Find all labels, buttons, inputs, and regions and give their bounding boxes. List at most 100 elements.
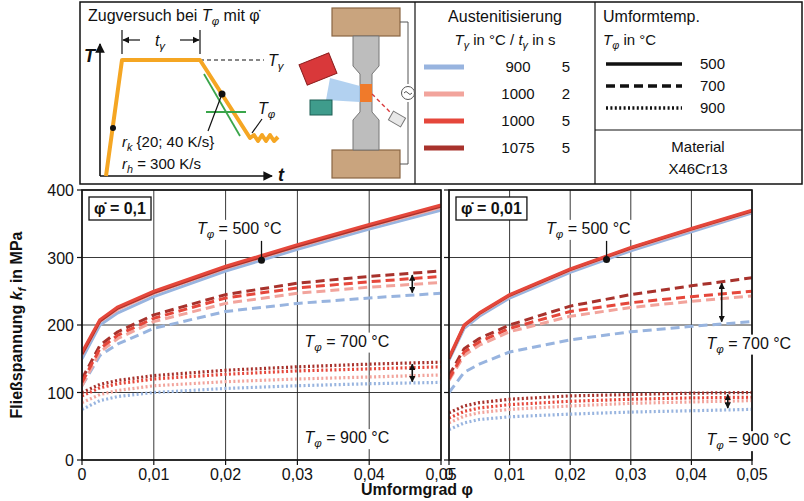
text-part: Austenitisierung bbox=[448, 8, 562, 25]
legend-label: 1000 bbox=[501, 85, 534, 102]
text-part: φ bbox=[268, 108, 276, 120]
axis bbox=[99, 44, 101, 176]
x-tick-label: 0,01 bbox=[494, 466, 525, 483]
x-tick-label: 0,02 bbox=[555, 466, 586, 483]
chart-title: φ̇ = 0,1 bbox=[94, 200, 146, 217]
x-tick-label: 0,04 bbox=[676, 466, 707, 483]
text-part: Umformtemp. bbox=[603, 8, 700, 25]
plot-frame bbox=[82, 190, 441, 460]
text-part: 5 bbox=[562, 58, 570, 75]
legend-label: 5 bbox=[562, 112, 570, 129]
lines bbox=[82, 205, 441, 410]
series-line bbox=[449, 291, 752, 379]
legend-label: 5 bbox=[562, 139, 570, 156]
text-part: 0,02 bbox=[555, 466, 586, 483]
text-part: X46Cr13 bbox=[668, 160, 727, 177]
text-part: 1000 bbox=[501, 112, 534, 129]
series-line bbox=[82, 362, 441, 392]
text-part: in MPa bbox=[8, 231, 25, 287]
heating-rate-label: rh = 300 K/s bbox=[122, 155, 201, 175]
legend-swatch bbox=[606, 84, 682, 88]
series-line bbox=[82, 282, 441, 385]
annotation: Tφ = 900 °C bbox=[707, 431, 792, 451]
bracket bbox=[199, 30, 200, 54]
series-line bbox=[82, 382, 441, 409]
x-tick-label: 0,02 bbox=[210, 466, 241, 483]
leader bbox=[252, 119, 262, 133]
text-part: = 500 °C bbox=[563, 220, 630, 237]
figure: Zugversuch bei Tφ mit φ̇TttγTγTφrk {20; … bbox=[0, 0, 804, 501]
text-part: mit φ̇ bbox=[219, 7, 261, 24]
plot-frame bbox=[449, 190, 752, 460]
text-part: 0,01 bbox=[138, 466, 169, 483]
text-part: = 900 °C bbox=[322, 429, 389, 446]
series-line bbox=[449, 296, 752, 380]
text-part: γ bbox=[159, 40, 166, 52]
text-part: 5 bbox=[562, 139, 570, 156]
form-temp-label: Tφ bbox=[258, 100, 276, 120]
text-part: in °C bbox=[619, 31, 656, 48]
legend-subtitle: Tφ in °C bbox=[603, 31, 656, 51]
header: Zugversuch bei Tφ mit φ̇TttγTγTφrk {20; … bbox=[80, 2, 802, 185]
power-symbol bbox=[404, 92, 412, 95]
text-part: Material bbox=[671, 138, 724, 155]
text-part: 0,01 bbox=[494, 466, 525, 483]
detector bbox=[388, 111, 405, 127]
text-part: Fließspannung bbox=[8, 300, 25, 418]
label-patch bbox=[544, 220, 633, 240]
tangent bbox=[204, 74, 240, 136]
x-axis-title: Umformgrad φ bbox=[361, 481, 473, 498]
power-source bbox=[402, 87, 415, 100]
legend-label: 900 bbox=[505, 58, 530, 75]
legend-label: 5 bbox=[562, 58, 570, 75]
plot: 00,010,020,030,040,05φ̇ = 0,01Tφ = 500 °… bbox=[444, 190, 793, 483]
text-part: t bbox=[278, 165, 285, 185]
title-box bbox=[456, 197, 527, 220]
grid-line bbox=[82, 325, 441, 326]
label-patch bbox=[705, 431, 794, 451]
label-patch bbox=[195, 220, 284, 240]
text-part: 0 bbox=[78, 466, 87, 483]
label-patch bbox=[303, 333, 392, 353]
legend-swatch bbox=[606, 106, 682, 110]
y-axis-title: Fließspannung kf in MPa bbox=[8, 231, 28, 418]
level-line bbox=[200, 59, 264, 60]
y-tick-label: 400 bbox=[47, 182, 74, 199]
legend-label: 2 bbox=[562, 85, 570, 102]
grip bbox=[332, 150, 400, 178]
text-part: 5 bbox=[562, 112, 570, 129]
legend-label: 700 bbox=[700, 77, 725, 94]
legend-subtitle: Tγ in °C / tγ in s bbox=[454, 31, 555, 51]
legend-label: 500 bbox=[700, 55, 725, 72]
lines bbox=[449, 210, 752, 429]
legend-label: 1075 bbox=[501, 139, 534, 156]
x-tick-label: 0,05 bbox=[736, 466, 767, 483]
x-tick-label: 0,03 bbox=[615, 466, 646, 483]
text-part: = 700 °C bbox=[724, 335, 791, 352]
series-line bbox=[82, 367, 441, 396]
series-line bbox=[82, 205, 441, 352]
series-line bbox=[449, 393, 752, 413]
material-title: Material bbox=[671, 138, 724, 155]
material-value: X46Cr13 bbox=[668, 160, 727, 177]
x-tick-label: 0,01 bbox=[138, 466, 169, 483]
tangent bbox=[206, 111, 246, 113]
series-line bbox=[449, 401, 752, 423]
temperature-curve bbox=[106, 60, 278, 176]
annotation: Tφ = 700 °C bbox=[305, 333, 390, 353]
bracket-arrow bbox=[123, 39, 140, 40]
axis-label: t bbox=[278, 165, 285, 185]
aust-temp-label: Tγ bbox=[268, 52, 285, 72]
hold-time-label: tγ bbox=[155, 32, 166, 52]
text-part: Zugversuch bei bbox=[88, 7, 202, 24]
camera bbox=[299, 53, 337, 85]
y-tick-label: 300 bbox=[47, 250, 74, 267]
text-part: {20; 40 K/s} bbox=[132, 133, 214, 150]
chart-title: φ̇ = 0,01 bbox=[461, 200, 522, 217]
series-line bbox=[449, 278, 752, 376]
legend-swatch bbox=[424, 92, 464, 97]
y-tick-label: 100 bbox=[47, 385, 74, 402]
legend-swatch bbox=[424, 119, 464, 124]
annotation: Tφ = 500 °C bbox=[197, 220, 282, 240]
schematic-title: Zugversuch bei Tφ mit φ̇ bbox=[88, 7, 261, 27]
